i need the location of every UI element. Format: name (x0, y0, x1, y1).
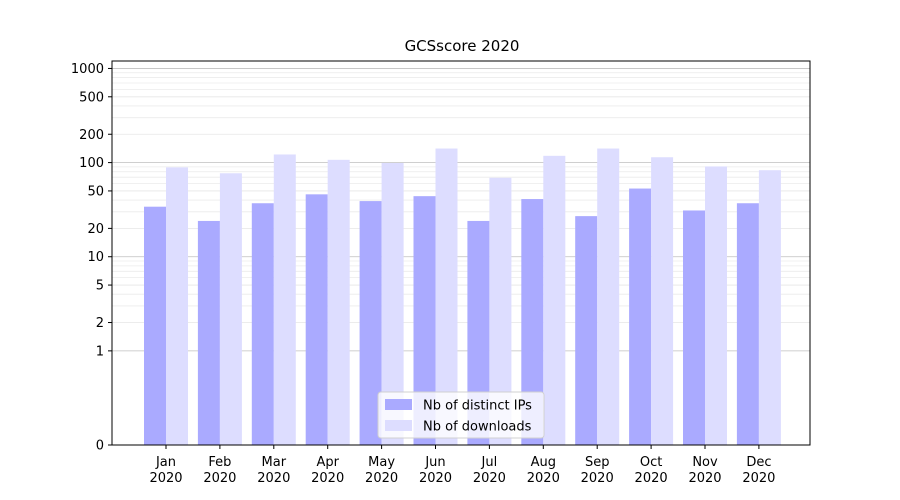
y-tick-label: 1000 (71, 62, 104, 77)
y-tick-label: 100 (79, 156, 104, 171)
y-tick-label: 10 (87, 250, 104, 265)
x-tick-label: Jun 2020 (419, 455, 452, 486)
x-tick-label: Jan 2020 (149, 455, 182, 486)
bar-downloads (219, 173, 242, 445)
x-tick-label-line: Dec (746, 455, 771, 470)
bar-downloads (435, 148, 458, 446)
x-tick-label-line: Jan (155, 455, 176, 470)
x-tick-label-line: Jul (481, 455, 498, 470)
bar-distinct-ips (629, 188, 652, 446)
bar-distinct-ips (197, 220, 220, 445)
x-tick-label-line: Oct (640, 455, 662, 470)
x-tick-label: Aug 2020 (527, 455, 560, 486)
legend-swatch (385, 399, 412, 410)
x-tick-label-line: Feb (208, 455, 231, 470)
x-tick-label: Nov 2020 (688, 455, 721, 486)
plot-frame (111, 60, 811, 446)
x-tick-label-line: 2020 (203, 471, 236, 486)
y-tick-label: 500 (79, 90, 104, 105)
x-tick-label-line: 2020 (635, 471, 668, 486)
y-tick-label: 0 (96, 439, 104, 454)
bar-downloads (327, 159, 350, 446)
x-tick-label-line: 2020 (257, 471, 290, 486)
x-tick-label-line: 2020 (581, 471, 614, 486)
bar-downloads (758, 170, 781, 445)
bar-distinct-ips (521, 199, 544, 445)
legend-label: Nb of downloads (423, 420, 532, 435)
y-axis: 0 1 2 5 10 20 50 100 200 500 1000 (71, 62, 112, 454)
x-tick-label: Jul 2020 (473, 455, 506, 486)
bar-distinct-ips (736, 203, 759, 445)
bar-downloads (273, 154, 296, 446)
x-tick-label-line: 2020 (419, 471, 452, 486)
bars-group (144, 148, 781, 446)
x-tick-label: Apr 2020 (311, 455, 344, 486)
x-tick-label-line: 2020 (527, 471, 560, 486)
legend-swatch (385, 420, 412, 431)
x-tick-label-line: Sep (585, 455, 610, 470)
y-tick-label: 50 (87, 184, 104, 199)
y-tick-label: 20 (87, 222, 104, 237)
x-tick-label-line: Mar (262, 455, 287, 470)
bar-distinct-ips (359, 201, 382, 445)
bar-downloads (651, 157, 674, 445)
bar-distinct-ips (251, 203, 274, 445)
bar-distinct-ips (683, 210, 705, 445)
x-tick-label: May 2020 (365, 455, 398, 486)
legend: Nb of distinct IPs Nb of downloads (377, 391, 545, 439)
bar-distinct-ips (467, 220, 490, 445)
x-tick-label-line: Jun (424, 455, 445, 470)
chart-title: GCSscore 2020 (405, 37, 520, 55)
x-tick-label-line: 2020 (688, 471, 721, 486)
x-tick-label-line: 2020 (365, 471, 398, 486)
x-tick-label-line: Aug (531, 455, 556, 470)
bar-downloads (543, 155, 566, 445)
legend-label: Nb of distinct IPs (423, 399, 532, 414)
x-tick-label-line: 2020 (311, 471, 344, 486)
legend-box (377, 391, 545, 439)
x-tick-label: Oct 2020 (635, 455, 668, 486)
bar-downloads (166, 167, 188, 446)
bar-downloads (489, 177, 512, 446)
y-tick-label: 5 (96, 279, 104, 294)
bar-downloads (597, 148, 620, 446)
x-tick-label-line: Apr (316, 455, 339, 470)
x-tick-label-line: 2020 (473, 471, 506, 486)
x-tick-label: Dec 2020 (742, 455, 775, 486)
y-tick-label: 2 (96, 316, 104, 331)
x-tick-label-line: Nov (692, 455, 718, 470)
bar-distinct-ips (144, 206, 166, 445)
x-tick-label: Mar 2020 (257, 455, 290, 486)
bar-distinct-ips (305, 194, 328, 445)
x-tick-label-line: May (368, 455, 395, 470)
x-tick-label-line: 2020 (149, 471, 182, 486)
bar-downloads (705, 166, 727, 445)
bar-distinct-ips (575, 216, 598, 445)
bar-distinct-ips (413, 196, 436, 445)
bar-downloads (381, 163, 404, 445)
y-tick-label: 1 (96, 344, 104, 359)
y-tick-label: 200 (79, 128, 104, 143)
x-tick-label: Feb 2020 (203, 455, 236, 486)
x-tick-label-line: 2020 (742, 471, 775, 486)
x-tick-label: Sep 2020 (581, 455, 614, 486)
